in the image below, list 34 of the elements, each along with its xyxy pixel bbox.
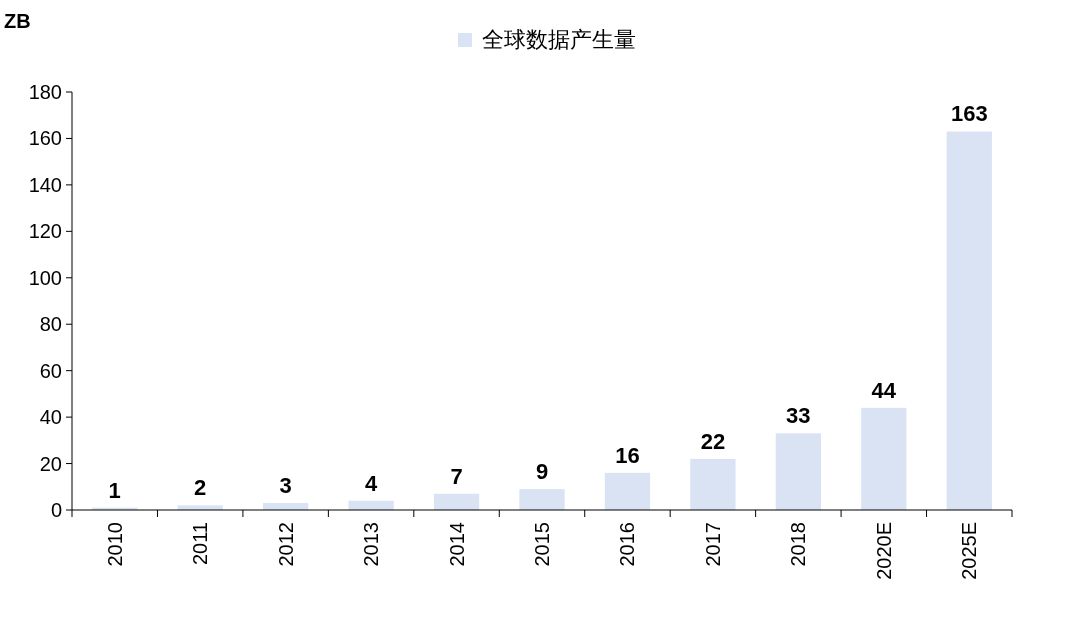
y-tick-label: 180 bbox=[28, 81, 62, 103]
data-label: 16 bbox=[615, 442, 640, 468]
x-tick-label: 2012 bbox=[274, 522, 297, 567]
x-tick-label: 2025E bbox=[958, 522, 981, 580]
x-tick-label: 2011 bbox=[189, 522, 212, 566]
data-label: 2 bbox=[194, 475, 207, 501]
data-label: 44 bbox=[871, 377, 897, 403]
x-tick-label: 2014 bbox=[445, 522, 468, 567]
data-label: 1 bbox=[108, 477, 121, 503]
y-tick-label: 60 bbox=[39, 359, 62, 382]
y-tick-label: 140 bbox=[28, 173, 62, 196]
y-tick-label: 120 bbox=[28, 220, 62, 243]
x-tick-label: 2010 bbox=[103, 522, 126, 567]
x-tick-label: 2016 bbox=[616, 522, 639, 567]
x-tick-label: 2018 bbox=[787, 522, 810, 567]
y-tick-label: 40 bbox=[39, 406, 62, 429]
data-label: 33 bbox=[786, 403, 811, 429]
y-tick-label: 160 bbox=[28, 127, 62, 150]
data-label: 4 bbox=[364, 470, 378, 496]
data-label: 3 bbox=[279, 473, 292, 499]
x-tick-label: 2020E bbox=[872, 522, 895, 580]
y-tick-label: 100 bbox=[28, 266, 62, 289]
data-label: 7 bbox=[450, 463, 463, 489]
y-tick-label: 20 bbox=[39, 452, 62, 475]
data-label: 9 bbox=[535, 459, 549, 485]
y-tick-label: 0 bbox=[50, 499, 62, 521]
data-label: 163 bbox=[950, 101, 988, 127]
data-label: 22 bbox=[700, 428, 726, 454]
x-tick-label: 2013 bbox=[360, 522, 383, 567]
y-axis-title: ZB bbox=[4, 10, 31, 32]
y-tick-label: 80 bbox=[39, 313, 62, 336]
legend: 全球数据产生量 bbox=[458, 27, 636, 52]
x-tick-label: 2015 bbox=[531, 522, 553, 567]
x-tick-label: 2017 bbox=[701, 522, 724, 567]
